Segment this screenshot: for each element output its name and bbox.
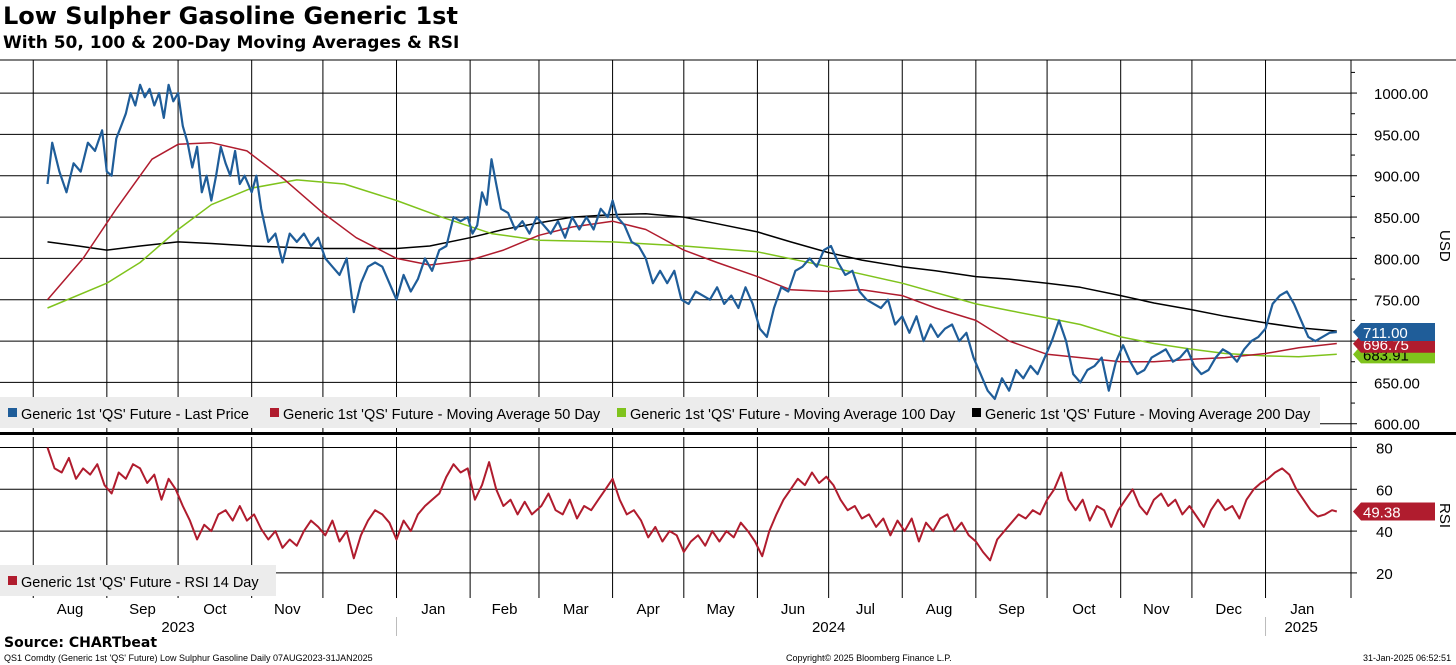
y-tick-label: 20 bbox=[1376, 566, 1393, 583]
x-tick-label: Mar bbox=[563, 601, 589, 618]
y-tick-label: 850.00 bbox=[1374, 210, 1420, 227]
value-tag-rsi-text: 49.38 bbox=[1363, 504, 1401, 521]
source-note: Source: CHARTbeat bbox=[4, 635, 158, 651]
series-line-ma200 bbox=[47, 213, 1337, 332]
series-line-ma50 bbox=[46, 141, 1337, 363]
series-line-price bbox=[46, 83, 1337, 400]
value-tag-rsi: 49.38 bbox=[1353, 502, 1435, 521]
value-tag-price: 711.00 bbox=[1353, 322, 1435, 342]
legend-swatch-ma100 bbox=[617, 408, 626, 417]
legend-label-ma200: Generic 1st 'QS' Future - Moving Average… bbox=[985, 407, 1311, 423]
legend-label-rsi: Generic 1st 'QS' Future - RSI 14 Day bbox=[21, 575, 259, 591]
y-tick-label: 900.00 bbox=[1374, 169, 1420, 186]
x-tick-label: Nov bbox=[274, 601, 301, 618]
x-tick-label: Jan bbox=[421, 601, 445, 618]
x-tick-label: Apr bbox=[637, 601, 660, 618]
x-tick-label: Sep bbox=[998, 601, 1025, 618]
legend-swatch-price bbox=[8, 408, 17, 417]
x-tick-label: Aug bbox=[57, 601, 84, 618]
price-legend-bg bbox=[0, 397, 1320, 428]
footer-ticker-info: QS1 Comdty (Generic 1st 'QS' Future) Low… bbox=[4, 653, 373, 663]
y-tick-label: 950.00 bbox=[1374, 127, 1420, 144]
y-tick-label: 40 bbox=[1376, 524, 1393, 541]
legend-label-price: Generic 1st 'QS' Future - Last Price bbox=[21, 407, 249, 423]
chart-subtitle: With 50, 100 & 200-Day Moving Averages &… bbox=[3, 33, 460, 53]
x-year-label: 2023 bbox=[161, 619, 194, 636]
y-tick-label: 1000.00 bbox=[1374, 86, 1428, 103]
x-tick-label: Oct bbox=[1072, 601, 1096, 618]
price-axis-title: USD bbox=[1436, 230, 1453, 262]
x-tick-label: Jul bbox=[856, 601, 875, 618]
x-tick-label: Dec bbox=[346, 601, 373, 618]
footer-copyright: Copyright© 2025 Bloomberg Finance L.P. bbox=[786, 653, 952, 663]
y-tick-label: 650.00 bbox=[1374, 375, 1420, 392]
legend-swatch-ma50 bbox=[270, 408, 279, 417]
value-tag-ma50-text: 696.75 bbox=[1363, 337, 1409, 354]
x-tick-label: May bbox=[706, 601, 735, 618]
x-tick-label: Aug bbox=[926, 601, 953, 618]
y-tick-label: 600.00 bbox=[1374, 417, 1420, 434]
legend-label-ma50: Generic 1st 'QS' Future - Moving Average… bbox=[283, 407, 601, 423]
value-tag-rsi-shape bbox=[1353, 502, 1435, 521]
value-tag-price-text: 711.00 bbox=[1363, 325, 1408, 342]
series-line-ma100 bbox=[47, 179, 1337, 358]
legend-label-ma100: Generic 1st 'QS' Future - Moving Average… bbox=[630, 407, 956, 423]
rsi-axis-title: RSI bbox=[1436, 503, 1453, 528]
x-tick-label: Oct bbox=[203, 601, 227, 618]
pane-divider bbox=[0, 432, 1456, 435]
x-tick-label: Nov bbox=[1143, 601, 1170, 618]
y-tick-label: 800.00 bbox=[1374, 251, 1420, 268]
legend-swatch-ma200 bbox=[972, 408, 981, 417]
rsi-legend-bg bbox=[0, 565, 276, 596]
legend-swatch-rsi bbox=[8, 576, 17, 585]
series-line-rsi bbox=[46, 447, 1338, 562]
x-year-label: 2024 bbox=[812, 619, 845, 636]
chart-title: Low Sulpher Gasoline Generic 1st bbox=[3, 2, 458, 30]
y-tick-label: 750.00 bbox=[1374, 293, 1420, 310]
x-tick-label: Dec bbox=[1215, 601, 1242, 618]
x-year-label: 2025 bbox=[1284, 619, 1317, 636]
y-tick-label: 60 bbox=[1376, 482, 1393, 499]
footer-timestamp: 31-Jan-2025 06:52:51 bbox=[1363, 653, 1452, 663]
x-tick-label: Feb bbox=[492, 601, 518, 618]
value-tag-price-shape bbox=[1353, 322, 1435, 341]
y-tick-label: 80 bbox=[1376, 440, 1393, 457]
x-tick-label: Jan bbox=[1290, 601, 1314, 618]
x-tick-label: Sep bbox=[129, 601, 156, 618]
x-tick-label: Jun bbox=[781, 601, 805, 618]
